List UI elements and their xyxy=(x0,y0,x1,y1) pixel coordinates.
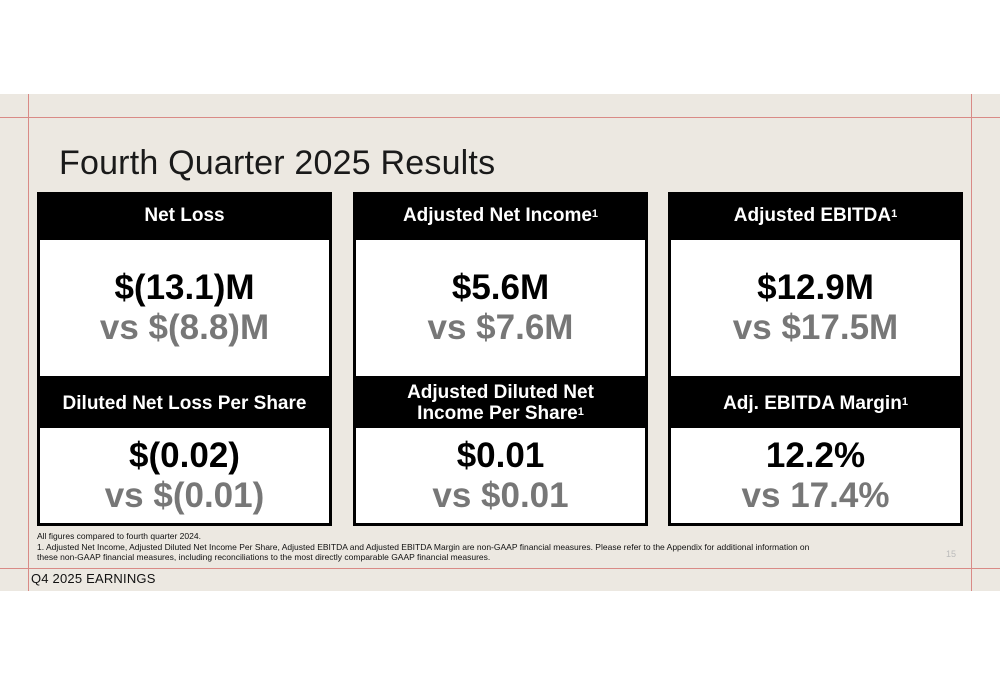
footnote-marker: 1 xyxy=(591,208,599,220)
footnote-marker: 1 xyxy=(901,395,908,408)
card-header: Diluted Net Loss Per Share xyxy=(37,379,332,427)
metric-value: $12.9M xyxy=(757,268,874,307)
metric-value: $0.01 xyxy=(456,435,545,475)
metric-card-adjusted-net-income: Adjusted Net Income1 $5.6M vs $7.6M xyxy=(353,192,648,379)
guide-line-bottom xyxy=(0,568,1000,569)
guide-line-left xyxy=(28,94,29,591)
metric-card-diluted-net-loss-per-share: Diluted Net Loss Per Share $(0.02) vs $(… xyxy=(37,379,332,526)
card-label: Diluted Net Loss Per Share xyxy=(62,392,307,414)
footnote-marker: 1 xyxy=(577,406,584,418)
metric-card-net-loss: Net Loss $(13.1)M vs $(8.8)M xyxy=(37,192,332,379)
metric-comparison: vs $0.01 xyxy=(432,475,569,515)
card-body: $(13.1)M vs $(8.8)M xyxy=(40,240,329,376)
card-body: 12.2% vs 17.4% xyxy=(671,428,960,523)
page-number: 15 xyxy=(945,549,956,559)
metric-card-adj-ebitda-margin: Adj. EBITDA Margin1 12.2% vs 17.4% xyxy=(668,379,963,526)
metric-card-adjusted-ebitda: Adjusted EBITDA1 $12.9M vs $17.5M xyxy=(668,192,963,379)
card-label-line2: Income Per Share xyxy=(417,403,578,424)
metric-value: $5.6M xyxy=(451,268,550,307)
metric-comparison: vs $(8.8)M xyxy=(99,308,270,347)
card-header: Adjusted EBITDA1 xyxy=(668,192,963,239)
footnote-1-line1: 1. Adjusted Net Income, Adjusted Diluted… xyxy=(37,542,810,552)
slide: Fourth Quarter 2025 Results Net Loss $(1… xyxy=(0,94,1000,591)
card-body: $0.01 vs $0.01 xyxy=(356,428,645,523)
card-header: Adjusted Net Income1 xyxy=(353,192,648,239)
footnote-marker: 1 xyxy=(891,208,898,220)
card-header: Adj. EBITDA Margin1 xyxy=(668,379,963,427)
guide-line-right xyxy=(971,94,972,591)
card-label-line1: Adjusted Diluted Net xyxy=(407,382,594,403)
guide-line-top xyxy=(0,117,1000,118)
card-body: $12.9M vs $17.5M xyxy=(671,240,960,376)
card-body: $(0.02) vs $(0.01) xyxy=(40,428,329,523)
metric-value: $(13.1)M xyxy=(114,268,255,307)
card-header: Adjusted Diluted Net Income Per Share1 xyxy=(353,379,648,427)
card-label: Adjusted Net Income xyxy=(402,205,592,226)
metric-comparison: vs $7.6M xyxy=(427,308,574,347)
card-label: Net Loss xyxy=(144,205,225,226)
metric-comparison: vs 17.4% xyxy=(741,475,890,515)
metric-comparison: vs $(0.01) xyxy=(104,475,265,515)
footer-brand: Q4 2025 EARNINGS xyxy=(31,571,156,586)
card-label: Adjusted EBITDA xyxy=(733,205,892,226)
metric-card-adjusted-diluted-net-income-per-share: Adjusted Diluted Net Income Per Share1 $… xyxy=(353,379,648,526)
card-label: Adj. EBITDA Margin xyxy=(723,392,902,414)
metric-value: 12.2% xyxy=(765,435,866,475)
footnote-1-line2: these non-GAAP financial measures, inclu… xyxy=(37,552,491,562)
card-body: $5.6M vs $7.6M xyxy=(356,240,645,376)
page-title: Fourth Quarter 2025 Results xyxy=(59,144,496,182)
footnote-1: 1. Adjusted Net Income, Adjusted Diluted… xyxy=(37,542,937,562)
footnote-compare: All figures compared to fourth quarter 2… xyxy=(37,531,201,541)
metric-comparison: vs $17.5M xyxy=(732,308,899,347)
card-header: Net Loss xyxy=(37,192,332,239)
metric-value: $(0.02) xyxy=(129,435,240,475)
